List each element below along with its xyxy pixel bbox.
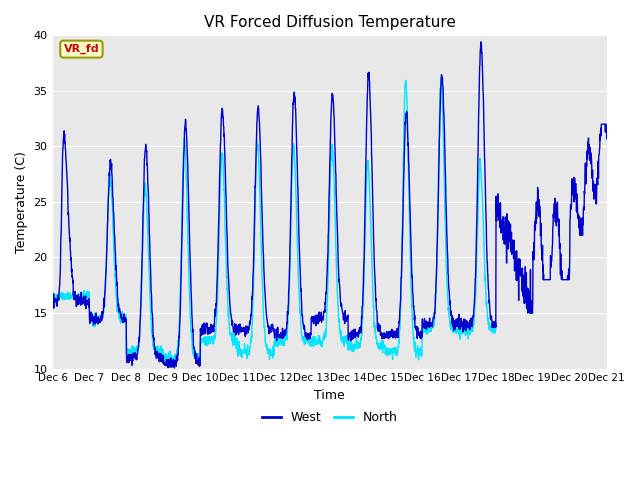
Text: VR_fd: VR_fd [63,44,99,54]
Y-axis label: Temperature (C): Temperature (C) [15,151,28,253]
Legend: West, North: West, North [257,406,403,429]
X-axis label: Time: Time [314,389,345,402]
Title: VR Forced Diffusion Temperature: VR Forced Diffusion Temperature [204,15,456,30]
